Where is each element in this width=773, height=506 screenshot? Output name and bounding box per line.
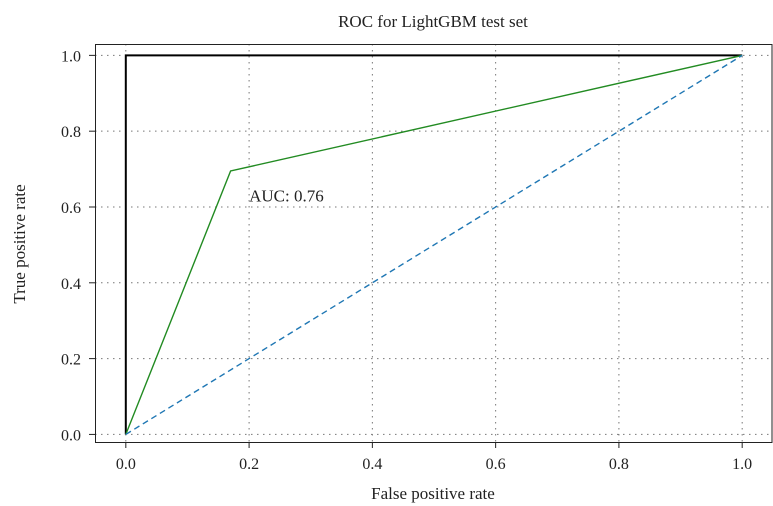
y-tick-label-2: 0.4 (61, 276, 81, 293)
y-tick-label-4: 0.8 (61, 124, 81, 141)
series-line-2 (125, 54, 743, 435)
x-tick-label-2: 0.4 (362, 456, 382, 473)
x-tick-label-5: 1.0 (732, 456, 752, 473)
chart-title: ROC for LightGBM test set (338, 12, 528, 31)
x-tick-label-1: 0.2 (239, 456, 259, 473)
x-tick-label-3: 0.6 (486, 456, 506, 473)
x-tick-label-4: 0.8 (609, 456, 629, 473)
series-line-1 (125, 54, 743, 435)
y-axis-label: True positive rate (10, 184, 29, 303)
y-tick-label-5: 1.0 (61, 48, 81, 65)
plot-frame (95, 44, 773, 443)
x-tick-label-0: 0.0 (116, 456, 136, 473)
y-tick-label-0: 0.0 (61, 427, 81, 444)
y-tick-label-3: 0.6 (61, 200, 81, 217)
auc-annotation: AUC: 0.76 (249, 186, 324, 205)
x-axis-label: False positive rate (371, 484, 495, 503)
y-tick-label-1: 0.2 (61, 352, 81, 369)
series-line-0 (124, 54, 743, 435)
series-lines (124, 54, 743, 435)
axis-ticks: 0.0 0.2 0.4 0.6 0.8 1.0 0.0 0.2 0.4 0.6 0.8 1.0 (61, 48, 752, 473)
